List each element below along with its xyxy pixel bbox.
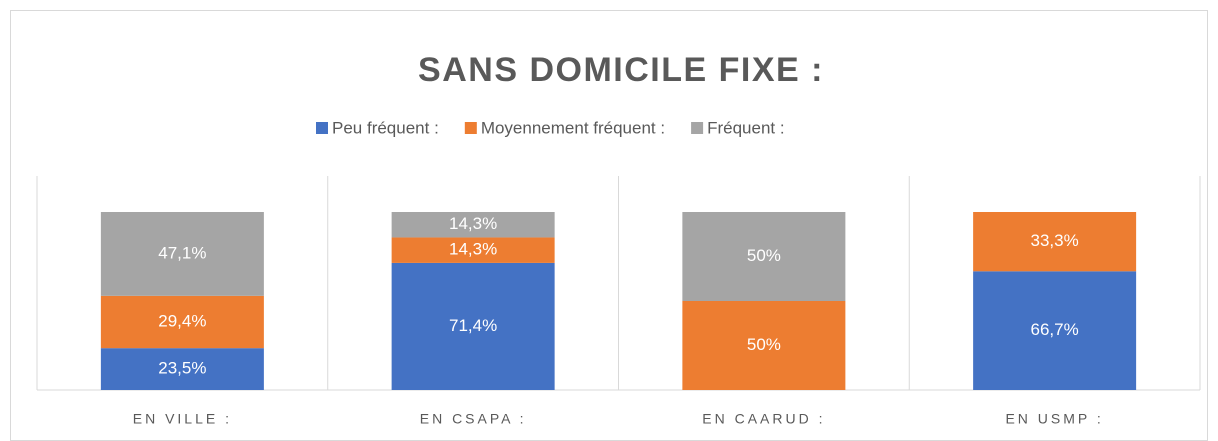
chart-title: SANS DOMICILE FIXE : xyxy=(418,51,824,89)
bar-segment xyxy=(391,237,555,263)
bar-segment xyxy=(100,348,264,390)
bar-segment xyxy=(973,271,1137,390)
legend-swatch xyxy=(316,122,328,134)
bar-segment xyxy=(100,212,264,296)
data-label: 50% xyxy=(747,335,781,354)
legend-label: Moyennement fréquent : xyxy=(481,118,665,137)
data-label: 66,7% xyxy=(1031,320,1079,339)
data-label: 50% xyxy=(747,246,781,265)
legend-label: Fréquent : xyxy=(707,118,785,137)
data-label: 23,5% xyxy=(158,359,206,378)
data-label: 14,3% xyxy=(449,240,497,259)
x-tick-label: EN CSAPA : xyxy=(420,411,527,427)
data-label: 47,1% xyxy=(158,243,206,262)
x-tick-label: EN CAARUD : xyxy=(702,411,825,427)
legend-swatch xyxy=(691,122,704,134)
bar-segment xyxy=(391,262,555,390)
data-label: 33,3% xyxy=(1031,231,1079,250)
data-label: 14,3% xyxy=(449,214,497,233)
x-tick-label: EN USMP : xyxy=(1005,411,1103,427)
legend-swatch xyxy=(464,122,477,134)
bar-segment xyxy=(973,212,1137,272)
data-label: 71,4% xyxy=(449,316,497,335)
bar-segment xyxy=(100,295,264,349)
x-tick-label: EN VILLE : xyxy=(133,411,232,427)
bar-segment xyxy=(682,301,846,390)
data-label: 29,4% xyxy=(158,311,206,330)
bar-segment xyxy=(391,212,555,238)
legend-label: Peu fréquent : xyxy=(332,118,439,137)
bar-segment xyxy=(682,212,846,301)
